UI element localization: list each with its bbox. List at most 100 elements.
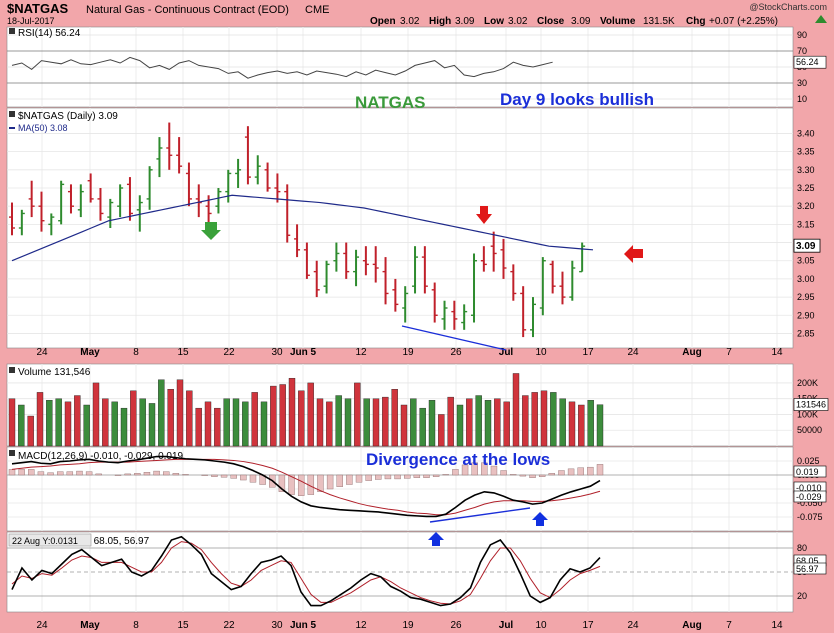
- x-tick-label: 26: [450, 620, 462, 631]
- stoch-value-tag: [793, 562, 827, 575]
- x-tick-label: 17: [582, 620, 594, 631]
- macd-value-tag: [793, 465, 827, 478]
- macd-histogram-bar: [432, 474, 440, 477]
- macd-histogram-bar: [336, 474, 343, 487]
- volume-bar: [195, 407, 202, 447]
- macd-histogram-bar: [85, 471, 93, 476]
- volume-bar: [139, 398, 146, 447]
- volume-bar: [307, 382, 314, 447]
- macd-histogram-bar: [538, 474, 546, 477]
- macd-histogram-bar: [172, 473, 180, 476]
- volume-bar: [298, 390, 305, 447]
- price-tick-label: 2.95: [797, 292, 815, 302]
- price-tick-label: 2.85: [797, 328, 815, 338]
- volume-bar: [316, 398, 324, 447]
- open-label: Open: [370, 16, 396, 27]
- macd-histogram-bar: [365, 474, 372, 481]
- copyright: @StockCharts.com: [749, 2, 827, 12]
- volume-bar: [503, 401, 510, 447]
- macd-trendline: [429, 507, 531, 523]
- rsi-tick-label: 10: [797, 94, 807, 104]
- volume-bar: [102, 398, 109, 447]
- macd-histogram-bar: [76, 470, 83, 476]
- volume-bar: [550, 392, 557, 447]
- volume-bar: [111, 401, 118, 447]
- open-value: 3.02: [400, 16, 420, 27]
- volume-bar: [438, 414, 445, 447]
- volume-bar: [242, 401, 249, 447]
- stoch-value-tag-text: 56.97: [796, 564, 819, 574]
- rsi-tick-label: 30: [797, 78, 807, 88]
- macd-histogram-bar: [201, 474, 208, 476]
- volume-legend-swatch: [9, 367, 15, 373]
- volume-bar: [540, 390, 548, 447]
- macd-histogram-bar: [37, 471, 45, 476]
- price-tick-label: 3.35: [797, 147, 815, 157]
- volume-bar: [279, 384, 286, 447]
- macd-value-tag-text: -0.010: [796, 483, 822, 493]
- macd-histogram-bar: [471, 462, 478, 476]
- volume-bar: [288, 377, 296, 447]
- macd-legend-swatch: [9, 450, 15, 456]
- macd-histogram-bar: [297, 474, 305, 496]
- macd-histogram-bar: [442, 474, 449, 476]
- macd-histogram-bar: [548, 473, 556, 476]
- macd-histogram-bar: [452, 469, 459, 476]
- macd-histogram-bar: [124, 473, 131, 476]
- macd-histogram-bar: [230, 474, 237, 479]
- volume-value-tag-text: 131546: [796, 400, 826, 410]
- price-label: $NATGAS (Daily) 3.09: [18, 111, 118, 122]
- x-tick-label: 26: [450, 347, 462, 358]
- macd-histogram-bar: [490, 465, 498, 476]
- low-value: 3.02: [508, 16, 528, 27]
- x-tick-label: 8: [133, 620, 139, 631]
- x-tick-label: Jun 5: [290, 347, 317, 358]
- volume-bar: [130, 390, 137, 447]
- x-tick-label: 17: [582, 347, 594, 358]
- x-tick-label: 10: [535, 620, 547, 631]
- macd-histogram-bar: [384, 474, 392, 480]
- x-tick-label: 15: [177, 347, 189, 358]
- macd-tick-label: -0.050: [797, 498, 823, 508]
- x-tick-label: 12: [355, 347, 367, 358]
- red-left-arrow-icon: [624, 245, 643, 263]
- volume-bar: [456, 404, 464, 447]
- macd-tick-label: 0.025: [797, 456, 820, 466]
- up-triangle-icon: [815, 15, 827, 23]
- volume-bar: [494, 398, 501, 447]
- volume-bar: [522, 395, 529, 447]
- x-tick-label: 24: [627, 347, 639, 358]
- volume-bar: [382, 396, 389, 447]
- volume-bar: [251, 392, 258, 447]
- macd-histogram-bar: [529, 474, 536, 478]
- volume-bar: [475, 395, 482, 447]
- volume-bar: [27, 415, 34, 447]
- macd-histogram-bar: [355, 474, 363, 483]
- macd-histogram-bar: [587, 466, 594, 476]
- macd-histogram-bar: [500, 470, 507, 476]
- macd-histogram-bar: [404, 474, 411, 479]
- chg-label: Chg: [686, 16, 705, 27]
- rsi-label: RSI(14) 56.24: [18, 28, 81, 39]
- macd-histogram-bar: [211, 474, 218, 477]
- macd-tick-label: -0.075: [797, 512, 823, 522]
- volume-label: Volume 131,546: [18, 367, 91, 378]
- x-tick-label: Jun 5: [290, 620, 317, 631]
- x-tick-label: 14: [771, 347, 783, 358]
- macd-histogram-bar: [510, 474, 517, 476]
- macd-histogram-bar: [278, 474, 286, 492]
- price-tick-label: 3.25: [797, 183, 815, 193]
- macd-value-tag-text: -0.029: [796, 492, 822, 502]
- high-label: High: [429, 16, 451, 27]
- volume-bar: [596, 404, 604, 447]
- high-value: 3.09: [455, 16, 475, 27]
- macd-histogram-bar: [326, 474, 334, 490]
- rsi-value-tag: [793, 55, 827, 69]
- symbol: $NATGAS: [7, 1, 68, 16]
- volume-bar: [326, 401, 333, 447]
- price-tick-label: 3.05: [797, 256, 815, 266]
- price-tick-label: 3.30: [797, 165, 815, 175]
- chart-header: $NATGAS Natural Gas - Continuous Contrac…: [7, 1, 827, 27]
- annotation-title: NATGAS: [355, 93, 426, 112]
- macd-histogram-bar: [153, 470, 160, 476]
